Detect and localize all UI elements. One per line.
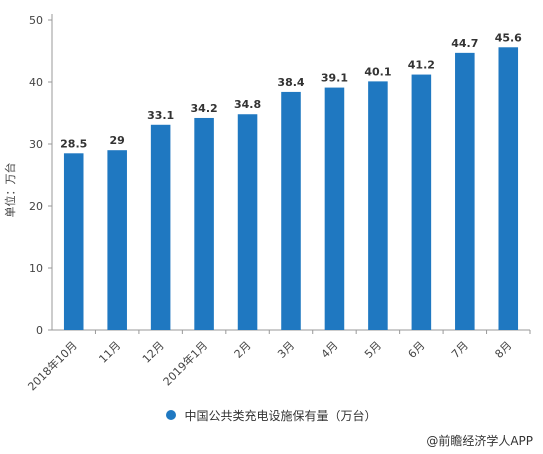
x-tick-label: 6月 <box>406 339 428 361</box>
x-tick-label: 7月 <box>449 339 471 361</box>
bar-value-label: 45.6 <box>495 31 522 44</box>
bar <box>63 153 84 330</box>
bar <box>411 74 432 330</box>
bar <box>455 52 475 331</box>
y-tick-label: 20 <box>29 200 43 213</box>
bar-value-label: 29 <box>110 134 125 147</box>
bar <box>237 114 258 331</box>
y-tick-label: 50 <box>29 14 43 27</box>
y-tick-label: 40 <box>29 76 43 89</box>
bar <box>107 150 127 330</box>
x-tick-label: 3月 <box>275 339 297 361</box>
x-tick-label: 12月 <box>140 339 167 366</box>
source-note: @前瞻经济学人APP <box>426 434 533 448</box>
bar <box>150 124 171 330</box>
bar-value-label: 44.7 <box>451 37 478 50</box>
bar-value-label: 33.1 <box>147 109 174 122</box>
x-tick-label: 8月 <box>492 339 514 361</box>
bar-value-label: 34.8 <box>234 98 261 111</box>
x-tick-label: 2018年10月 <box>25 338 80 393</box>
bar <box>324 87 345 330</box>
bar <box>368 81 388 330</box>
y-axis-title: 单位：万台 <box>3 163 17 218</box>
legend: 中国公共类充电设施保有量（万台） <box>0 406 543 424</box>
bar-value-label: 41.2 <box>408 59 435 72</box>
x-tick-label: 2月 <box>232 339 254 361</box>
bar <box>194 117 214 331</box>
bar-value-label: 40.1 <box>364 65 391 78</box>
y-tick-label: 10 <box>29 262 43 275</box>
bar-value-label: 28.5 <box>60 137 87 150</box>
x-tick-label: 2019年1月 <box>160 338 210 388</box>
x-tick-label: 5月 <box>362 339 384 361</box>
bar-value-label: 39.1 <box>321 72 348 85</box>
y-tick-label: 30 <box>29 138 43 151</box>
bar <box>281 91 301 330</box>
legend-swatch <box>166 410 177 420</box>
bar-value-label: 38.4 <box>277 76 304 89</box>
bar-value-label: 34.2 <box>191 102 218 115</box>
x-tick-label: 4月 <box>319 339 341 361</box>
x-tick-label: 11月 <box>96 339 123 366</box>
y-tick-label: 0 <box>36 324 43 337</box>
bar <box>498 47 519 330</box>
legend-label: 中国公共类充电设施保有量（万台） <box>184 408 377 423</box>
